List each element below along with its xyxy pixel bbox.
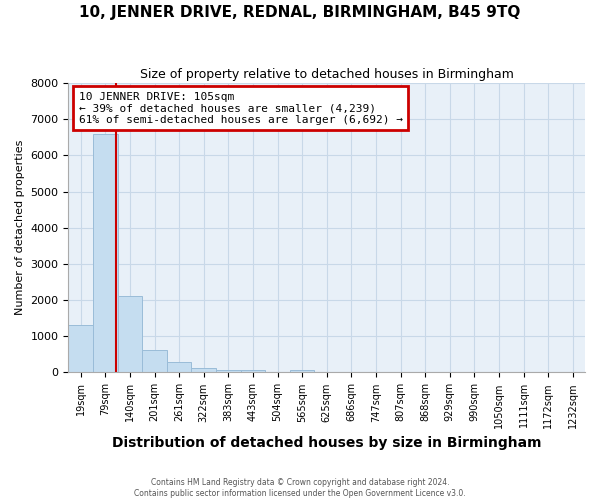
Bar <box>93 134 118 372</box>
Y-axis label: Number of detached properties: Number of detached properties <box>15 140 25 316</box>
Text: 10 JENNER DRIVE: 105sqm
← 39% of detached houses are smaller (4,239)
61% of semi: 10 JENNER DRIVE: 105sqm ← 39% of detache… <box>79 92 403 125</box>
Bar <box>142 350 167 372</box>
Bar <box>241 370 265 372</box>
Text: Contains HM Land Registry data © Crown copyright and database right 2024.
Contai: Contains HM Land Registry data © Crown c… <box>134 478 466 498</box>
Bar <box>167 362 191 372</box>
Text: 10, JENNER DRIVE, REDNAL, BIRMINGHAM, B45 9TQ: 10, JENNER DRIVE, REDNAL, BIRMINGHAM, B4… <box>79 5 521 20</box>
Bar <box>118 296 142 372</box>
Bar <box>290 370 314 372</box>
Bar <box>191 368 216 372</box>
Bar <box>216 370 241 372</box>
X-axis label: Distribution of detached houses by size in Birmingham: Distribution of detached houses by size … <box>112 436 541 450</box>
Title: Size of property relative to detached houses in Birmingham: Size of property relative to detached ho… <box>140 68 514 80</box>
Bar <box>68 326 93 372</box>
